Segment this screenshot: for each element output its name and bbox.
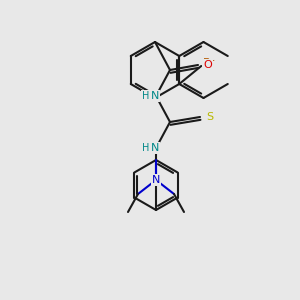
- Text: N: N: [152, 175, 160, 185]
- Text: Br: Br: [203, 58, 215, 68]
- Text: N: N: [151, 91, 159, 101]
- Text: S: S: [206, 112, 214, 122]
- Text: H: H: [142, 91, 150, 101]
- Text: O: O: [204, 60, 212, 70]
- Text: N: N: [151, 143, 159, 153]
- Text: Br: Br: [203, 58, 215, 68]
- Text: H: H: [142, 143, 150, 153]
